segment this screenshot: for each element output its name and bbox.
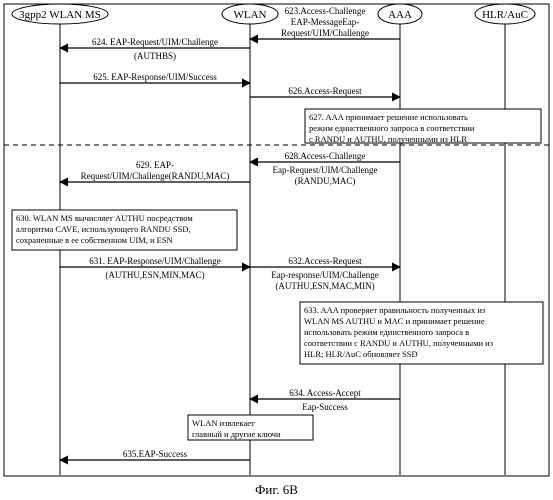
note-text-n627-2: с RANDU и AUTHU, полученными из HLR [309,134,467,144]
message-label-m628-1: Eap-Request/UIM/Challenge [273,165,378,175]
note-text-n630-0: 630. WLAN MS вычисляет AUTHU посредством [16,213,193,223]
note-text-n633-3: соответствии с RANDU и AUTHU, полученным… [304,338,494,348]
note-text-n633-4: HLR; HLR/AuC обновляет SSD [304,349,418,359]
message-label-m632-0: 632.Access-Request [288,256,362,266]
message-label-m631-1: (AUTHU,ESN,MIN,MAC) [105,270,204,280]
message-label-m634-1: Eap-Success [302,402,348,412]
actor-label-aaa: AAA [388,9,412,21]
message-label-m629-0: 629. EAP- [136,160,174,170]
message-label-m629-1: Request/UIM/Challenge(RANDU,MAC) [81,171,230,181]
note-text-n627-1: режим единственного запроса в соответств… [309,123,475,133]
actor-label-wlan: WLAN [234,9,267,21]
note-text-n633-2: использовать режим единственного запроса… [304,327,469,337]
message-label-m624-0: 624. EAP-Request/UIM/Challenge [92,37,218,47]
note-text-n_wlan-0: WLAN извлекает [192,418,255,428]
note-text-n630-2: сохраненные в ее собственном UIM, и ESN [16,235,173,245]
note-text-n630-1: алгоритма CAVE, использующего RANDU SSD, [16,224,191,234]
message-label-m628-0: 628.Access-Challenge [285,151,366,161]
figure-caption: Фиг. 6B [255,482,298,497]
message-label-m632-2: (AUTHU,ESN,MAC,MIN) [275,281,374,291]
note-text-n627-0: 627. AAA принимает решение использовать [309,112,468,122]
message-label-m634-0: 634. Access-Accept [289,388,361,398]
message-label-m623-1: EAP-MessageEap- [291,17,359,27]
note-text-n633-0: 633. AAA проверяет правильность полученн… [304,305,486,315]
message-label-m625-0: 625. EAP-Response/UIM/Success [93,72,217,82]
message-label-m632-1: Eap-response/UIM/Challenge [271,270,378,280]
message-label-m623-0: 623.Access-Challenge [285,6,366,16]
message-label-m635-0: 635.EAP-Success [123,449,188,459]
message-label-m624-1: (AUTHBS) [134,51,176,61]
actor-label-hlr: HLR/AuC [482,9,528,21]
actor-label-ms: 3gpp2 WLAN MS [19,9,101,21]
note-text-n633-1: WLAN MS AUTHU и MAC и принимает решение [304,316,485,326]
message-label-m628-2: (RANDU,MAC) [295,176,356,186]
message-label-m623-2: Request/UIM/Challenge [281,28,369,38]
message-label-m631-0: 631. EAP-Response/UIM/Challenge [89,256,220,266]
message-label-m626-0: 626.Access-Request [288,86,362,96]
note-text-n_wlan-1: главный и другие ключи [192,429,281,439]
